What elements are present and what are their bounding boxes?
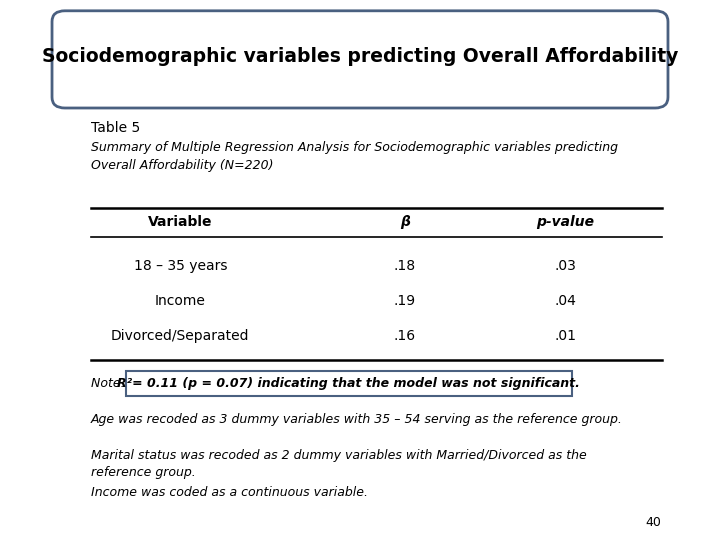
Text: Income: Income: [155, 294, 206, 308]
FancyBboxPatch shape: [52, 11, 668, 108]
Text: Summary of Multiple Regression Analysis for Sociodemographic variables predictin: Summary of Multiple Regression Analysis …: [91, 141, 618, 172]
Text: β: β: [400, 215, 410, 229]
Text: Income was coded as a continuous variable.: Income was coded as a continuous variabl…: [91, 486, 367, 499]
Text: Variable: Variable: [148, 215, 212, 229]
Text: .03: .03: [554, 259, 576, 273]
Text: Table 5: Table 5: [91, 122, 140, 136]
Text: 18 – 35 years: 18 – 35 years: [134, 259, 227, 273]
Text: .19: .19: [394, 294, 416, 308]
FancyBboxPatch shape: [126, 371, 572, 396]
Text: R²= 0.11 (p = 0.07) indicating that the model was not significant.: R²= 0.11 (p = 0.07) indicating that the …: [117, 377, 580, 390]
Text: Sociodemographic variables predicting Overall Affordability: Sociodemographic variables predicting Ov…: [42, 47, 678, 66]
Text: p-value: p-value: [536, 215, 594, 229]
Text: .04: .04: [554, 294, 576, 308]
Text: Age was recoded as 3 dummy variables with 35 – 54 serving as the reference group: Age was recoded as 3 dummy variables wit…: [91, 413, 622, 426]
Text: Note.: Note.: [91, 377, 128, 390]
Text: .18: .18: [394, 259, 416, 273]
Text: .01: .01: [554, 329, 576, 343]
Text: Marital status was recoded as 2 dummy variables with Married/Divorced as the
ref: Marital status was recoded as 2 dummy va…: [91, 449, 586, 480]
Text: .16: .16: [394, 329, 416, 343]
Text: Divorced/Separated: Divorced/Separated: [111, 329, 250, 343]
Text: 40: 40: [646, 516, 662, 529]
